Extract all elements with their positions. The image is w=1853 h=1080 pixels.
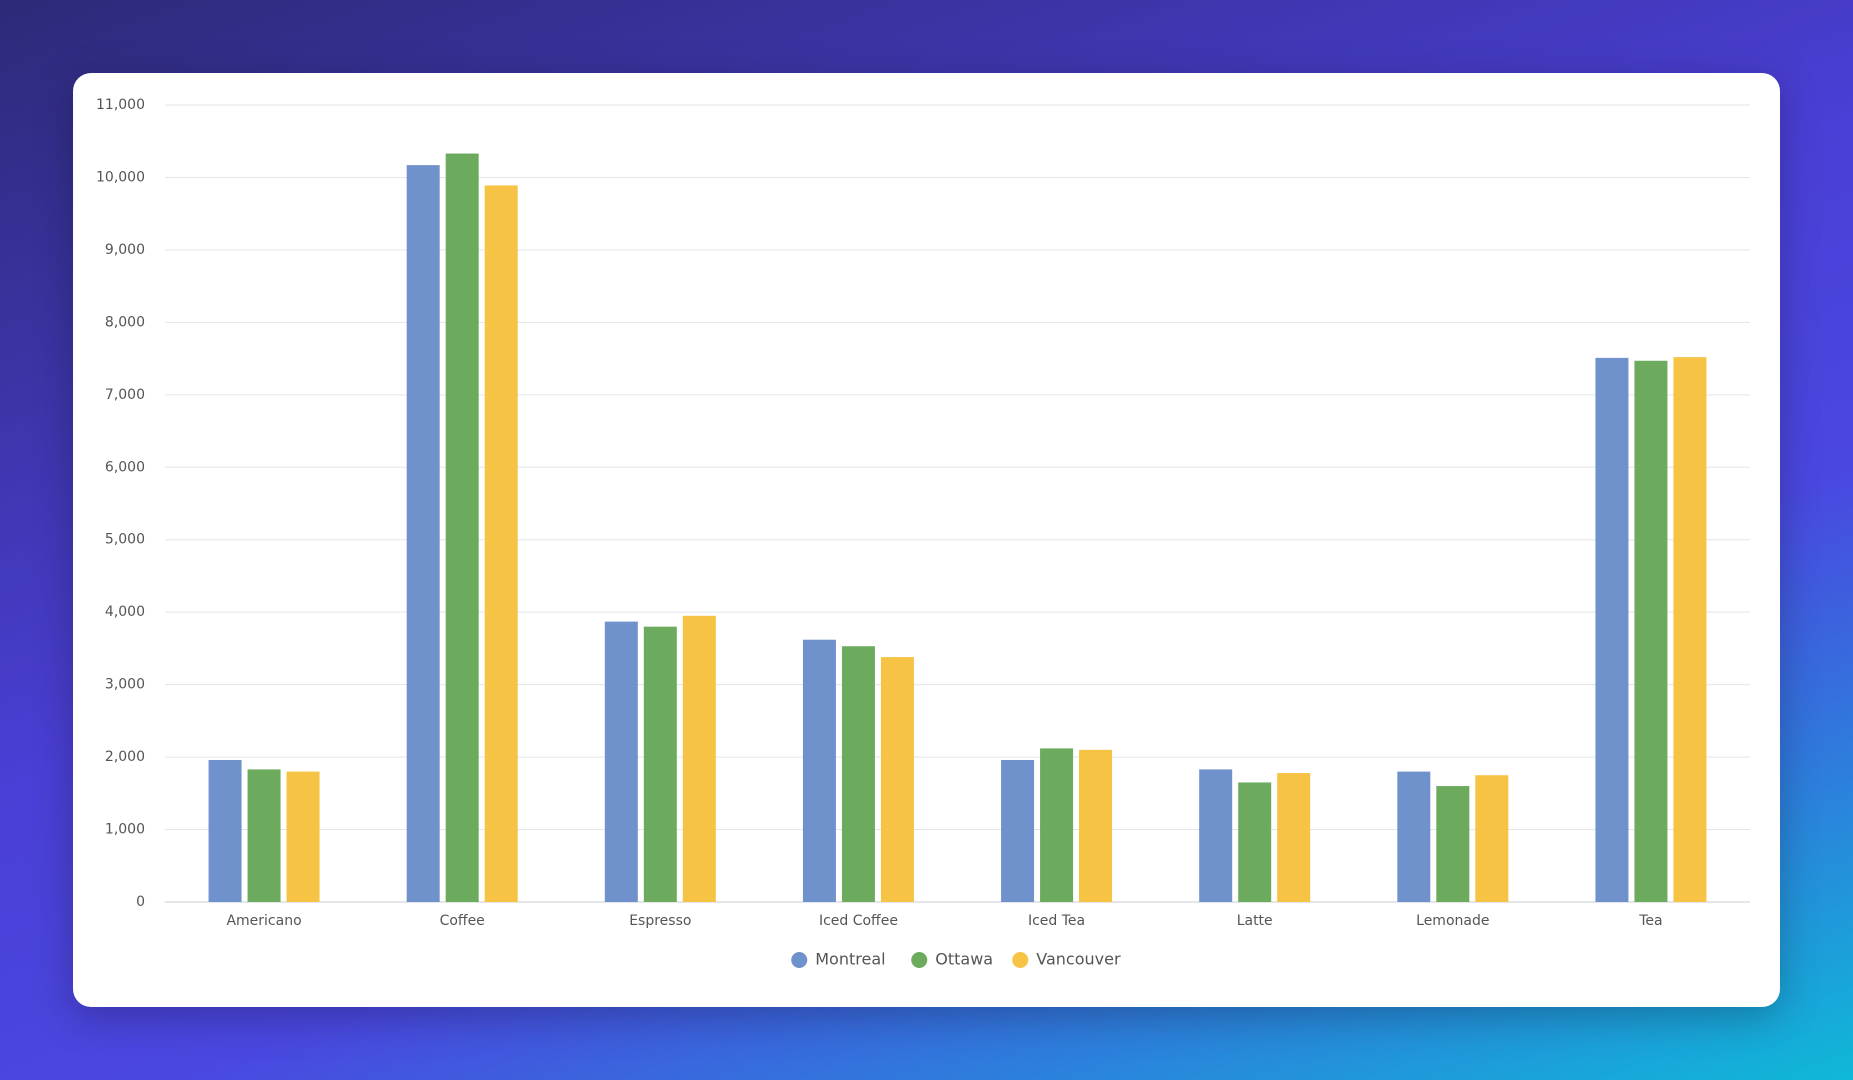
y-tick-label: 7,000 (105, 387, 145, 403)
bar (1199, 769, 1233, 902)
bar (1436, 786, 1470, 902)
bar (880, 657, 914, 902)
bar (208, 759, 242, 902)
y-tick-label: 8,000 (105, 314, 145, 330)
bar (445, 153, 479, 902)
y-tick-label: 2,000 (105, 749, 145, 765)
y-tick-label: 11,000 (96, 97, 145, 113)
bar (1475, 775, 1509, 902)
x-tick-label: Espresso (629, 913, 691, 929)
x-tick-label: Lemonade (1416, 913, 1489, 929)
y-tick-label: 10,000 (96, 169, 145, 185)
legend-swatch (1012, 952, 1029, 968)
y-tick-label: 5,000 (105, 532, 145, 548)
bar (1001, 759, 1035, 902)
legend-label: Vancouver (1036, 950, 1121, 969)
x-tick-label: Tea (1638, 913, 1662, 929)
legend-swatch (911, 952, 928, 968)
bar (286, 771, 320, 902)
bar (1079, 749, 1113, 902)
y-tick-label: 9,000 (105, 242, 145, 258)
bar (406, 165, 440, 902)
bar (484, 185, 518, 902)
x-tick-label: Iced Coffee (819, 913, 898, 929)
bar (1673, 357, 1707, 902)
bar (643, 626, 677, 902)
legend-swatch (791, 952, 808, 968)
bar (841, 646, 875, 902)
y-tick-label: 3,000 (105, 677, 145, 693)
y-tick-label: 4,000 (105, 604, 145, 620)
bar (247, 769, 281, 902)
bar (604, 621, 638, 902)
bar (1595, 357, 1629, 903)
bar (1634, 360, 1668, 903)
bar (682, 615, 716, 902)
legend: Montreal Ottawa Vancouver (791, 950, 1121, 969)
bar (1397, 771, 1431, 902)
bar (802, 639, 836, 902)
y-tick-label: 0 (136, 894, 145, 910)
bar (1277, 773, 1311, 902)
x-tick-label: Coffee (440, 913, 485, 929)
bar (1238, 782, 1272, 902)
x-tick-label: Americano (226, 913, 301, 929)
legend-label: Montreal (815, 950, 885, 969)
y-tick-label: 1,000 (105, 822, 145, 838)
x-tick-label: Iced Tea (1028, 913, 1085, 929)
legend-label: Ottawa (935, 950, 993, 969)
bar (1040, 748, 1074, 902)
y-tick-label: 6,000 (105, 459, 145, 475)
x-tick-label: Latte (1237, 913, 1273, 929)
